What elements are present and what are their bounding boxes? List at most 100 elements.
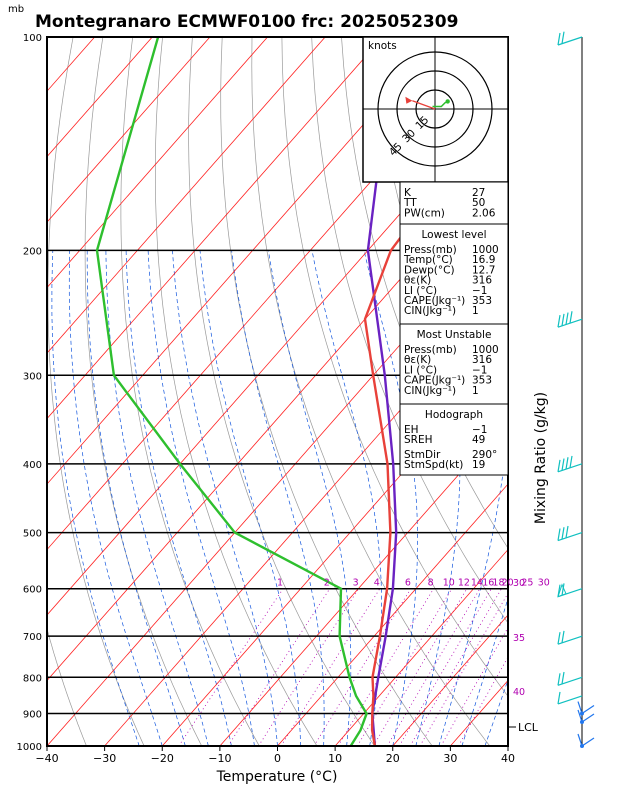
barb-feather — [557, 673, 561, 686]
panel-row-label: LI (°C) — [404, 364, 437, 376]
dry-adiabat — [188, 37, 375, 746]
pressure-unit: mb — [8, 4, 24, 15]
panel-row-label: θε(K) — [404, 275, 431, 287]
panel-row-value: 1000 — [472, 244, 499, 256]
temperature-tick-label: −20 — [151, 752, 174, 765]
panel-row-value: 49 — [472, 434, 485, 446]
barb-feather — [561, 31, 565, 44]
panel-row-value: 316 — [472, 275, 492, 287]
panel-row-value: 1 — [472, 385, 479, 397]
panel-row-label: StmDir — [404, 449, 441, 461]
wind-barb — [557, 630, 583, 645]
panel-row-value: −1 — [472, 364, 487, 376]
panel-row-value: 353 — [472, 295, 492, 307]
index-panels: K 27 TT 50 PW(cm) 2.06 Lowest level Press(mb) 10… — [399, 181, 509, 476]
barb-feather — [561, 630, 565, 643]
barb-feather — [561, 671, 565, 685]
moist-adiabat — [147, 250, 255, 746]
panel-row-label: Temp(°C) — [403, 254, 453, 266]
x-axis-label: Temperature (°C) — [216, 769, 338, 785]
barb-feather — [561, 313, 565, 326]
mixing-ratio-line — [386, 588, 481, 746]
panel-row-value: 50 — [472, 197, 485, 209]
pressure-tick-label: 200 — [23, 246, 42, 257]
lcl-label: LCL — [518, 721, 539, 734]
hodograph-unit: knots — [368, 40, 397, 52]
right-axis-label: Mixing Ratio (g/kg) — [533, 392, 549, 524]
barb-shaft — [577, 701, 583, 714]
barb-flag — [557, 583, 567, 598]
dry-adiabat — [84, 37, 203, 746]
isotherm — [104, 287, 508, 746]
storm-motion-arrowhead — [405, 96, 413, 104]
panel-row-label: SREH — [404, 434, 433, 446]
panel-row-value: −1 — [472, 424, 487, 436]
mixing-ratio-line — [258, 588, 359, 746]
moist-adiabat — [105, 250, 209, 746]
pressure-tick-label: 800 — [23, 673, 42, 684]
temperature-tick-label: −30 — [93, 752, 116, 765]
temperature-line — [363, 86, 508, 746]
panel-row-value: 1000 — [472, 344, 499, 356]
barb-feather — [561, 458, 565, 471]
barb-shaft — [577, 733, 583, 747]
barb-feather — [569, 311, 573, 324]
mixing-ratio-line — [373, 588, 468, 746]
temperature-tick-label: −10 — [208, 752, 231, 765]
mixing-ratio-label: 20 — [502, 578, 514, 589]
panel-header: Most Unstable — [417, 329, 492, 341]
mixing-ratio-line — [440, 626, 508, 746]
panel-row-label: Press(mb) — [404, 344, 457, 356]
moist-adiabat — [172, 250, 278, 746]
isotherm — [219, 417, 508, 746]
panel-row-label: PW(cm) — [404, 207, 445, 219]
panel-row-label: TT — [403, 197, 417, 209]
moist-adiabat — [125, 250, 232, 746]
mixing-ratio-label: 25 — [521, 578, 533, 589]
panel-header: Lowest level — [421, 229, 486, 241]
temperature-tick-label: 30 — [443, 752, 457, 765]
dry-adiabat — [47, 37, 145, 746]
mixing-ratio-line — [337, 588, 434, 746]
background-grid — [47, 37, 618, 746]
temperature-tick-label: 10 — [328, 752, 342, 765]
mixing-ratio-line — [409, 588, 502, 746]
mixing-ratio-label: 16 — [482, 578, 494, 589]
panel-row-label: K — [404, 187, 412, 199]
pressure-tick-label: 500 — [23, 529, 42, 540]
barb-shaft — [581, 713, 595, 723]
chart-title: Montegranaro ECMWF0100 frc: 2025052309 — [35, 12, 458, 32]
barb-feather — [569, 455, 573, 469]
barb-feather — [561, 583, 565, 596]
isotherm — [47, 37, 441, 485]
isotherm — [47, 156, 508, 682]
dry-adiabat — [610, 37, 618, 746]
temperature-tick-label: 20 — [386, 752, 400, 765]
moist-adiabat — [415, 250, 461, 746]
panel-row-value: 2.06 — [472, 207, 496, 219]
mixing-ratio-line — [458, 656, 508, 746]
panel-row-label: Dewp(°C) — [404, 264, 455, 276]
barb-feather — [557, 632, 561, 645]
isotherm — [392, 614, 508, 746]
wind-barbs — [557, 31, 595, 748]
panel-row-value: 1 — [472, 305, 479, 317]
wind-barb — [557, 455, 583, 473]
barb-feather — [557, 315, 561, 328]
barb-feather — [557, 32, 561, 46]
panel-row-label: LI (°C) — [404, 285, 437, 297]
panel-box — [399, 223, 509, 325]
dry-adiabat — [47, 627, 87, 746]
mixing-ratio-label: 18 — [492, 578, 504, 589]
wind-barb — [557, 671, 583, 686]
theta-e-label: 35 — [513, 633, 525, 644]
barb-shaft — [557, 532, 583, 542]
panel-row-value: 353 — [472, 375, 492, 387]
barb-shaft — [581, 705, 595, 715]
panel-row-label: Press(mb) — [404, 244, 457, 256]
dry-adiabat — [521, 37, 618, 746]
barb-shaft — [577, 709, 583, 723]
wind-barb — [577, 709, 595, 724]
theta-e-label: 40 — [513, 687, 525, 698]
